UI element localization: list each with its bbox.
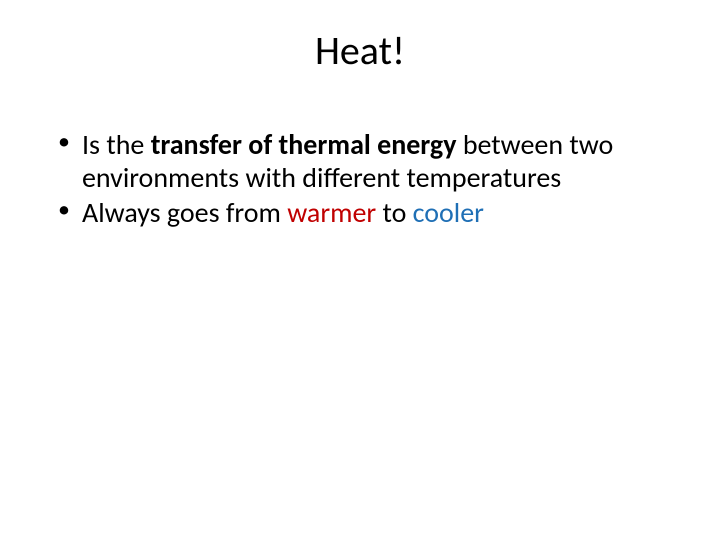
bullet-text-pre: Always goes from [82, 195, 287, 230]
bullet-text-mid: to [376, 195, 413, 230]
bullet-item: Is the transfer of thermal energy betwee… [54, 128, 660, 194]
bullet-text-bold: transfer of thermal energy [151, 127, 457, 162]
slide-title: Heat! [0, 26, 720, 75]
slide: Heat! Is the transfer of thermal energy … [0, 0, 720, 540]
bullet-item: Always goes from warmer to cooler [54, 196, 660, 229]
slide-body: Is the transfer of thermal energy betwee… [54, 128, 660, 231]
cooler-text: cooler [413, 195, 484, 230]
warmer-text: warmer [287, 195, 376, 230]
bullet-text-pre: Is the [82, 127, 151, 162]
bullet-list: Is the transfer of thermal energy betwee… [54, 128, 660, 229]
